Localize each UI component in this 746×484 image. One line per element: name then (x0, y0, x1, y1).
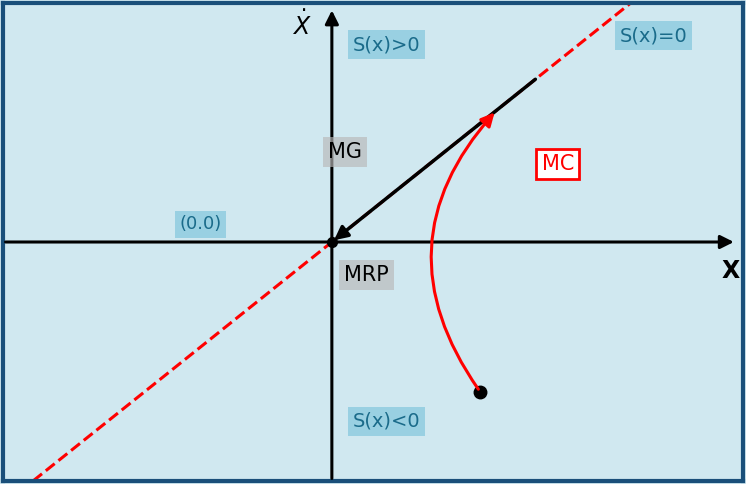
Text: S(x)=0: S(x)=0 (620, 26, 688, 45)
Text: $\dot{X}$: $\dot{X}$ (292, 10, 311, 40)
Text: S(x)<0: S(x)<0 (352, 412, 420, 431)
Text: S(x)>0: S(x)>0 (352, 35, 420, 54)
Text: X: X (722, 259, 740, 283)
Text: MC: MC (542, 154, 574, 174)
Text: MRP: MRP (344, 265, 389, 285)
Text: MG: MG (327, 142, 362, 162)
FancyArrowPatch shape (431, 115, 492, 389)
Text: (0.0): (0.0) (180, 215, 222, 233)
